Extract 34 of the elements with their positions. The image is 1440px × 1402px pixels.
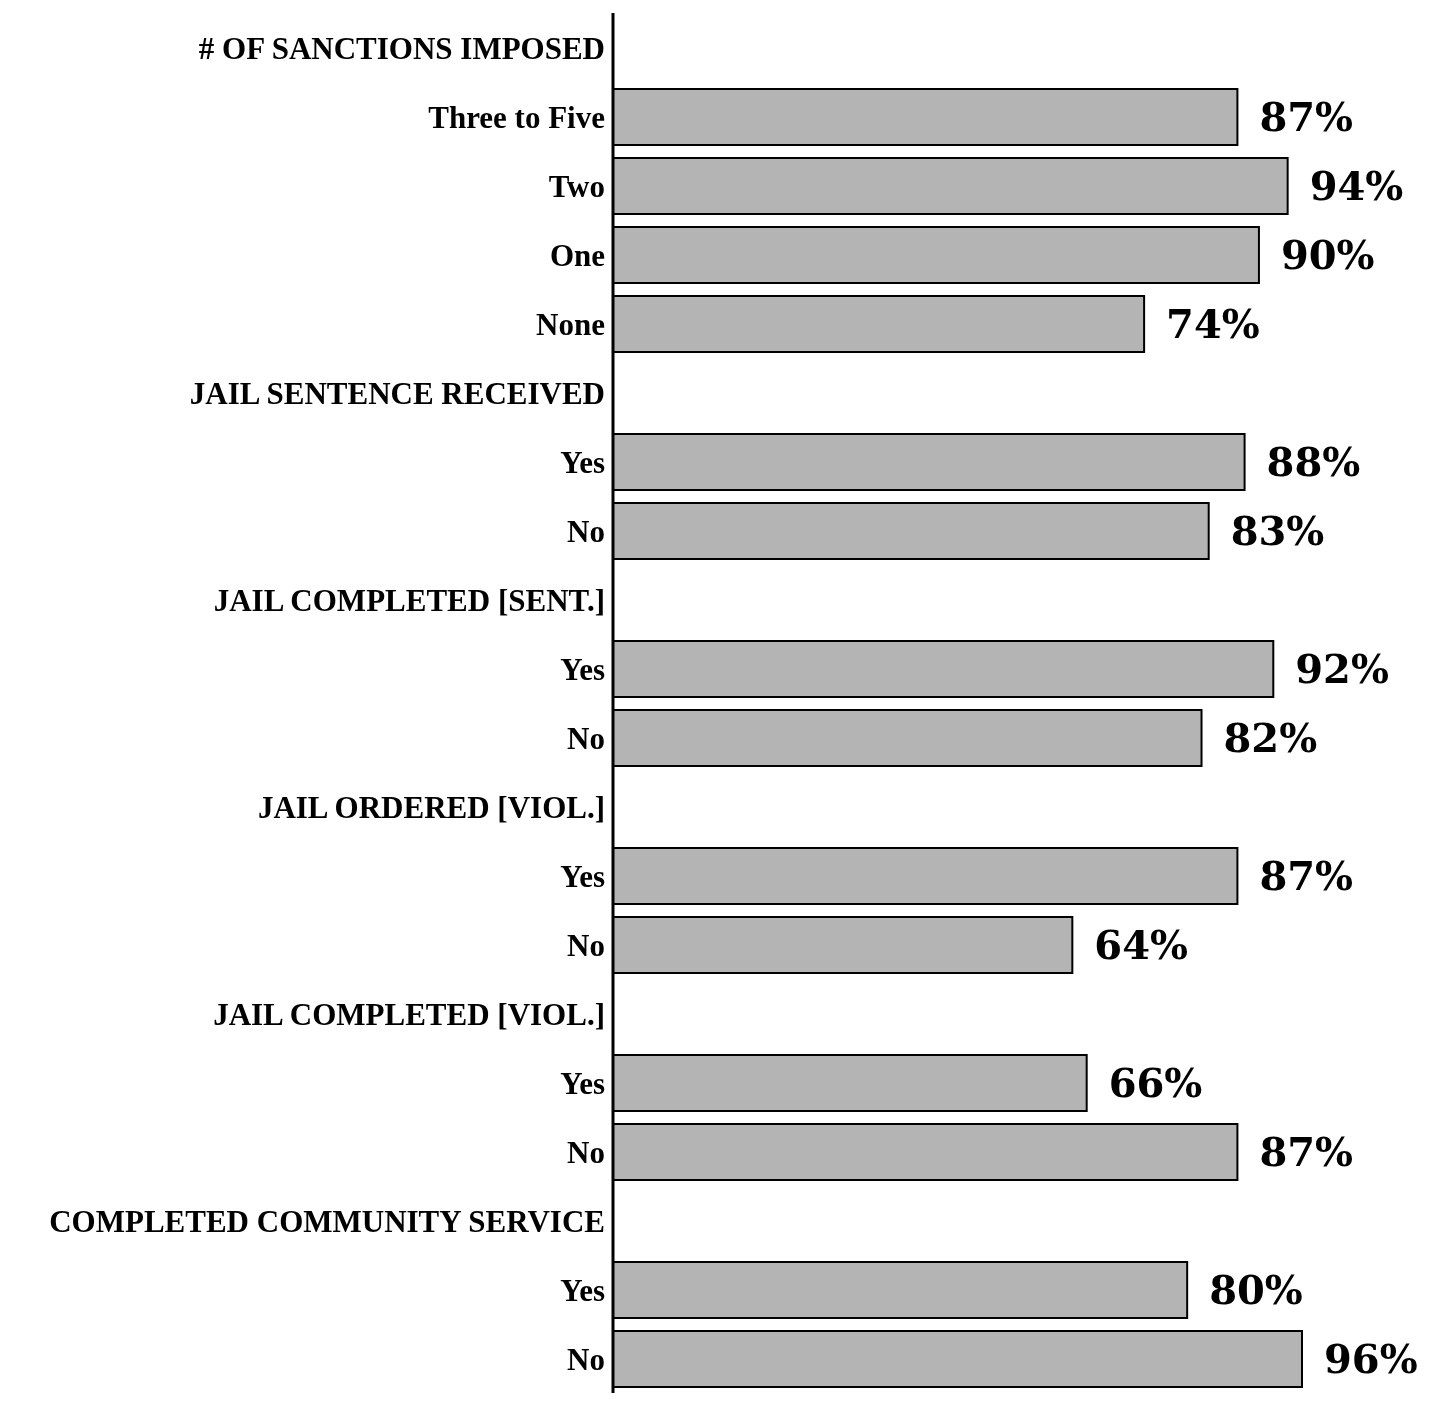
y-tick-label: JAIL COMPLETED [VIOL.] — [213, 996, 605, 1032]
y-tick-label: JAIL SENTENCE RECEIVED — [189, 375, 605, 411]
y-tick-label: No — [567, 927, 605, 963]
data-label: 82% — [1223, 714, 1318, 762]
data-label: 94% — [1309, 162, 1404, 210]
y-tick-label: One — [549, 237, 605, 273]
y-tick-label: Two — [548, 168, 605, 204]
y-tick-label: COMPLETED COMMUNITY SERVICE — [49, 1203, 605, 1239]
y-tick-label: No — [567, 720, 605, 756]
data-label: 83% — [1230, 507, 1325, 555]
data-label: 88% — [1266, 438, 1361, 486]
y-tick-label: Yes — [560, 858, 605, 894]
y-tick-label: # OF SANCTIONS IMPOSED — [198, 30, 605, 66]
y-tick-label: Yes — [560, 444, 605, 480]
y-tick-label: No — [567, 1134, 605, 1170]
data-label: 74% — [1166, 300, 1260, 348]
y-tick-label: None — [536, 306, 605, 342]
data-label: 90% — [1280, 231, 1375, 279]
y-tick-label: Yes — [560, 651, 605, 687]
data-label: 64% — [1094, 921, 1189, 969]
y-tick-label: Yes — [560, 1065, 605, 1101]
data-label: 92% — [1295, 645, 1389, 693]
data-label: 87% — [1259, 852, 1354, 900]
data-label: 66% — [1108, 1059, 1203, 1107]
y-tick-label: JAIL COMPLETED [SENT.] — [213, 582, 605, 618]
y-tick-label: JAIL ORDERED [VIOL.] — [257, 789, 605, 825]
data-label: 80% — [1209, 1266, 1303, 1314]
data-label: 87% — [1259, 1128, 1354, 1176]
y-tick-label: Yes — [560, 1272, 605, 1308]
y-tick-label: Three to Five — [428, 99, 605, 135]
y-tick-label: No — [567, 513, 605, 549]
data-label: 96% — [1324, 1335, 1418, 1383]
y-tick-label: No — [567, 1341, 605, 1377]
data-label: 87% — [1259, 93, 1354, 141]
